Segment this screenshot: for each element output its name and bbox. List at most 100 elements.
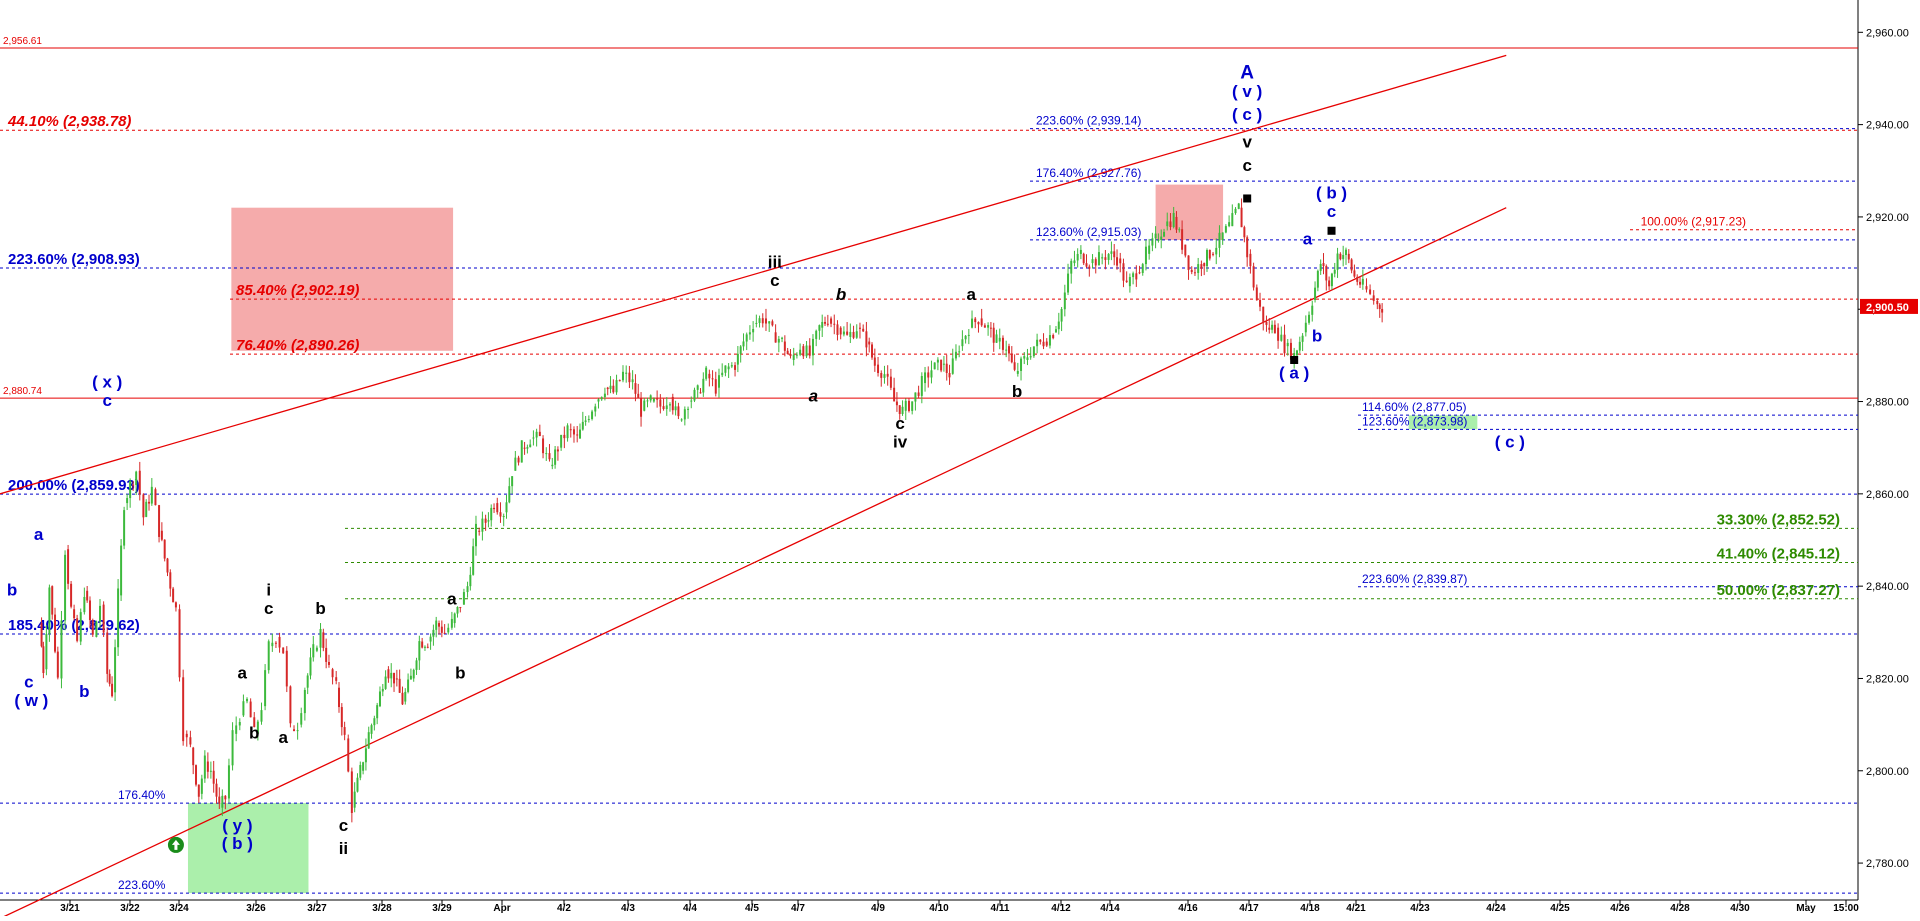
candle-body — [303, 689, 306, 714]
candle-body — [989, 327, 992, 329]
candle-body — [865, 331, 868, 348]
candle-body — [120, 545, 123, 596]
candle-body — [221, 795, 224, 808]
candle-body — [51, 586, 54, 615]
candle-body — [1054, 329, 1057, 333]
candle-body — [1228, 222, 1231, 227]
x-tick-label-0: 3/21 — [60, 903, 80, 914]
wave-label-31: a — [278, 728, 288, 747]
candle-body — [126, 498, 129, 504]
candle-body — [907, 400, 910, 411]
candle-body — [721, 372, 724, 376]
candle-body — [880, 373, 883, 378]
candle-body — [690, 400, 693, 402]
candle-body — [1206, 250, 1209, 267]
candle-body — [1070, 260, 1073, 274]
candle-body — [1231, 213, 1234, 227]
candle-body — [429, 636, 432, 642]
candle-body — [490, 507, 493, 521]
candle-body — [631, 379, 634, 383]
candle-body — [511, 476, 514, 487]
candle-body — [933, 362, 936, 370]
candle-body — [1144, 246, 1147, 265]
x-tick-label-14: 4/10 — [929, 903, 949, 914]
wave-label-27: c — [264, 599, 273, 618]
candle-body — [699, 392, 702, 394]
fib-level-label-5: 123.60% (2,915.03) — [1036, 225, 1141, 239]
candle-body — [542, 438, 545, 454]
candle-body — [95, 621, 98, 637]
candle-body — [898, 405, 901, 414]
candle-body — [983, 325, 986, 328]
candle-body — [1298, 341, 1301, 351]
candle-body — [526, 447, 529, 449]
candle-body — [350, 771, 353, 813]
x-tick-label-17: 4/14 — [1100, 903, 1120, 914]
candle-body — [1273, 324, 1276, 334]
candle-body — [160, 530, 163, 540]
x-tick-label-8: 4/2 — [557, 903, 571, 914]
candle-body — [591, 411, 594, 420]
candle-body — [572, 429, 575, 435]
candle-body — [1029, 356, 1032, 358]
candle-body — [992, 327, 995, 343]
candle-body — [927, 372, 930, 378]
candle-body — [235, 725, 238, 734]
candle-body — [849, 331, 852, 337]
candle-body — [868, 341, 871, 345]
candle-body — [182, 677, 185, 742]
candle-body — [1079, 249, 1082, 254]
fib-level-label-13: 33.30% (2,852.52) — [1717, 511, 1840, 528]
candle-body — [1119, 258, 1122, 264]
candle-body — [920, 376, 923, 396]
candle-body — [132, 484, 135, 486]
y-tick-label-7: 2,820.00 — [1866, 673, 1909, 685]
candle-body — [1148, 245, 1151, 254]
candle-body — [404, 691, 407, 702]
candle-body — [615, 380, 618, 393]
candle-body — [637, 393, 640, 399]
candle-body — [111, 683, 114, 697]
candle-body — [1010, 353, 1013, 363]
candle-body — [805, 345, 808, 357]
candle-body — [340, 707, 343, 728]
candle-body — [86, 590, 89, 601]
candle-body — [481, 518, 484, 532]
candle-body — [1187, 255, 1190, 270]
candle-body — [1249, 253, 1252, 267]
candle-body — [671, 396, 674, 411]
candle-body — [1097, 252, 1100, 266]
candle-body — [278, 636, 281, 648]
candle-body — [289, 686, 292, 724]
candle-body — [1319, 263, 1322, 271]
target-zone-1 — [1155, 184, 1224, 240]
candle-body — [453, 613, 456, 624]
x-tick-label-18: 4/16 — [1178, 903, 1198, 914]
candle-body — [54, 614, 57, 652]
fib-level-label-9: 2,880.74 — [3, 386, 42, 397]
candle-body — [1166, 221, 1169, 227]
x-tick-label-4: 3/27 — [307, 903, 327, 914]
candle-body — [129, 481, 132, 499]
candle-body — [603, 393, 606, 398]
candle-body — [535, 431, 538, 438]
candle-body — [309, 657, 312, 676]
candle-body — [353, 791, 356, 808]
candle-body — [662, 406, 665, 410]
candle-body — [1151, 238, 1154, 246]
candle-body — [1259, 300, 1262, 307]
candle-body — [493, 507, 496, 510]
candle-body — [158, 505, 161, 537]
candle-body — [1016, 370, 1019, 374]
x-tick-label-24: 4/25 — [1550, 903, 1570, 914]
candle-body — [618, 380, 621, 382]
candle-body — [256, 721, 259, 734]
candle-body — [56, 651, 59, 678]
candle-body — [1246, 237, 1249, 258]
candle-body — [1163, 231, 1166, 237]
candle-body — [717, 375, 720, 388]
candle-body — [1328, 280, 1331, 287]
candle-body — [609, 385, 612, 390]
candle-body — [830, 318, 833, 324]
